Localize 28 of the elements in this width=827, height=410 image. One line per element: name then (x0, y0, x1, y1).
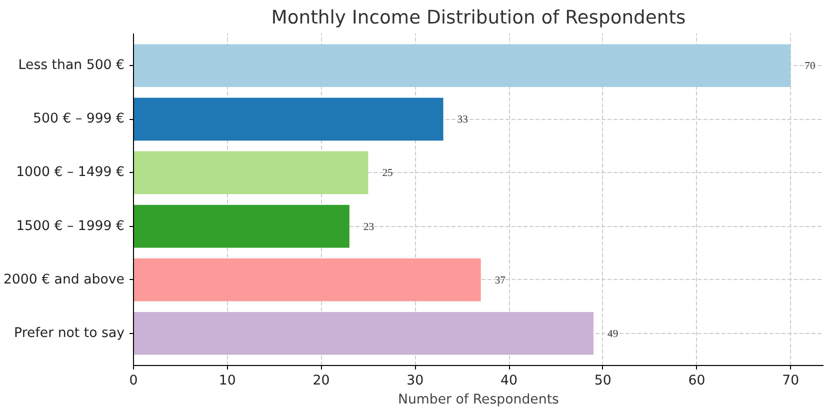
bar (134, 98, 444, 141)
bar (134, 204, 350, 248)
bar (134, 312, 594, 355)
x-tick-label: 40 (500, 374, 518, 388)
data-label: 33 (457, 114, 468, 126)
x-tick-label: 50 (594, 374, 612, 388)
bar (134, 44, 791, 88)
chart-title: Monthly Income Distribution of Respondents (271, 8, 686, 28)
y-tick-label: Prefer not to say (14, 326, 125, 341)
x-tick-label: 20 (312, 374, 330, 388)
x-tick-label: 70 (782, 374, 800, 388)
x-tick-label: 60 (688, 374, 706, 388)
data-label: 23 (363, 222, 374, 233)
x-axis-title: Number of Respondents (398, 392, 560, 408)
y-tick-label: 1500 € – 1999 € (16, 218, 125, 234)
bar (134, 258, 481, 302)
bar (134, 151, 368, 194)
y-tick-label: 2000 € and above (3, 272, 125, 288)
y-tick-label: 500 € – 999 € (33, 112, 125, 127)
x-tick-label: 10 (218, 374, 236, 388)
data-label: 25 (382, 168, 393, 180)
data-label: 70 (804, 61, 816, 72)
x-tick-label: 0 (129, 374, 138, 388)
x-tick-label: 30 (406, 374, 424, 388)
y-tick-label: 1000 € – 1499 € (16, 165, 125, 180)
data-label: 37 (494, 275, 506, 286)
data-label: 49 (608, 328, 618, 340)
y-tick-label: Less than 500 € (18, 58, 125, 74)
